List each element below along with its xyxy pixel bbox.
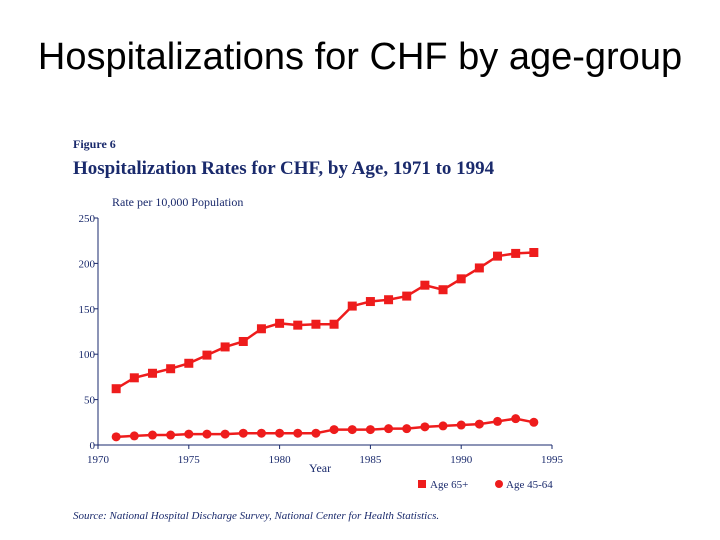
data-point-square — [220, 342, 230, 352]
data-point-square — [129, 373, 139, 383]
y-tick-label: 200 — [79, 258, 96, 270]
data-point-circle — [293, 428, 303, 438]
y-tick-label: 0 — [90, 440, 96, 452]
data-point-circle — [438, 421, 448, 431]
data-point-square — [438, 285, 448, 295]
data-point-square — [275, 318, 285, 328]
data-point-square — [184, 358, 194, 368]
data-point-square — [474, 263, 484, 273]
data-point-circle — [311, 428, 321, 438]
data-point-circle — [202, 429, 212, 439]
data-point-square — [147, 368, 157, 378]
x-tick-label: 1975 — [178, 454, 201, 466]
data-point-square — [384, 295, 394, 305]
data-point-square — [456, 274, 466, 284]
data-point-circle — [493, 416, 503, 426]
figure-source: Source: National Hospital Discharge Surv… — [73, 510, 440, 522]
data-point-square — [511, 248, 521, 258]
slide-title: Hospitalizations for CHF by age-group — [37, 36, 683, 78]
data-point-square — [347, 301, 357, 311]
legend-label: Age 65+ — [430, 479, 468, 491]
data-point-circle — [256, 428, 266, 438]
series-line-age-45-64 — [116, 417, 535, 439]
data-point-square — [493, 251, 503, 261]
data-point-circle — [474, 419, 484, 429]
data-point-circle — [166, 430, 176, 440]
x-tick-label: 1970 — [87, 454, 110, 466]
data-point-circle — [220, 429, 230, 439]
data-point-circle — [365, 425, 375, 435]
data-point-circle — [275, 428, 285, 438]
legend-label: Age 45-64 — [506, 479, 553, 491]
data-point-circle — [529, 417, 539, 427]
data-point-square — [166, 364, 176, 374]
data-point-circle — [420, 422, 430, 432]
figure-label: Figure 6 — [73, 137, 116, 151]
x-tick-label: 1995 — [541, 454, 564, 466]
x-tick-label: 1990 — [450, 454, 473, 466]
legend-marker-circle — [495, 480, 503, 488]
data-point-square — [402, 291, 412, 301]
chart-title: Hospitalization Rates for CHF, by Age, 1… — [73, 158, 495, 179]
data-point-square — [329, 319, 339, 329]
data-point-square — [238, 336, 248, 346]
data-point-circle — [129, 431, 139, 441]
data-point-circle — [329, 425, 339, 435]
x-tick-label: 1985 — [359, 454, 382, 466]
data-point-circle — [184, 429, 194, 439]
x-tick-label: 1980 — [269, 454, 292, 466]
data-point-square — [529, 248, 539, 258]
y-tick-label: 150 — [79, 304, 96, 316]
data-point-square — [111, 384, 121, 394]
legend-marker-square — [418, 480, 426, 488]
y-tick-label: 250 — [79, 213, 96, 225]
data-point-circle — [347, 425, 357, 435]
data-point-circle — [238, 428, 248, 438]
data-point-circle — [402, 424, 412, 434]
data-point-square — [420, 280, 430, 290]
y-axis-label: Rate per 10,000 Population — [112, 195, 244, 209]
data-point-square — [293, 320, 303, 330]
data-point-square — [202, 350, 212, 360]
data-point-square — [311, 319, 321, 329]
y-tick-label: 100 — [79, 349, 96, 361]
data-point-circle — [384, 424, 394, 434]
series-line-age-65-plus — [115, 251, 534, 390]
y-tick-label: 50 — [84, 395, 96, 407]
data-point-circle — [111, 432, 121, 442]
data-point-circle — [456, 420, 466, 430]
data-point-square — [256, 324, 266, 334]
data-point-square — [365, 297, 375, 307]
data-point-circle — [511, 414, 521, 424]
x-axis-label: Year — [309, 461, 332, 475]
data-point-circle — [147, 430, 157, 440]
